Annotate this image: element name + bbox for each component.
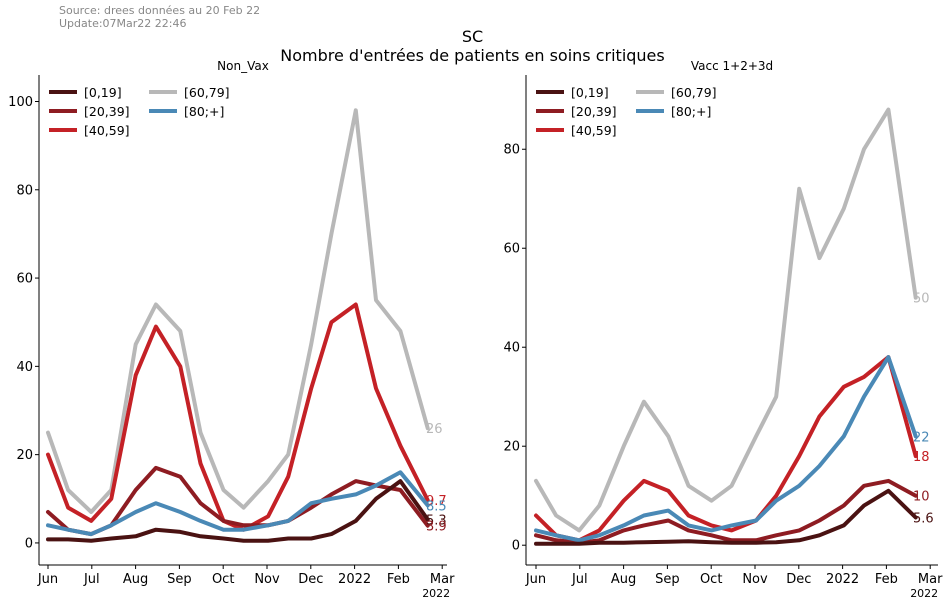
end-label: 22 (913, 430, 930, 445)
x-tick-label: Jun (525, 572, 546, 587)
legend-label: [60,79] (184, 85, 230, 100)
series-line-[0,19] (534, 488, 918, 546)
end-label: 8.5 (426, 499, 447, 514)
y-tick-label: 60 (16, 272, 33, 287)
legend-label: [0,19] (84, 85, 122, 100)
end-label: 9.7 (426, 494, 447, 509)
x-tick-label: Dec (786, 572, 811, 587)
x-tick-label: Jun (37, 572, 58, 587)
x-year-label: 2022 (910, 587, 938, 600)
x-tick-label: Nov (254, 572, 280, 587)
series-line-[0,19] (46, 479, 430, 543)
x-tick-label: Oct (700, 572, 722, 587)
x-tick-label: Mar (918, 572, 943, 587)
y-tick-label: 100 (8, 95, 33, 110)
end-label: 5.6 (913, 511, 934, 526)
series-line-[40,59] (46, 302, 430, 532)
legend-label: [20,39] (84, 104, 130, 119)
y-tick-label: 60 (503, 242, 520, 257)
series-line-[20,39] (534, 478, 918, 545)
end-label: 26 (426, 422, 443, 437)
x-tick-label: Jul (571, 572, 588, 587)
x-year-label: 2022 (422, 587, 450, 600)
x-tick-label: Feb (875, 572, 898, 587)
y-tick-label: 20 (16, 448, 33, 463)
source-note: Source: drees données au 20 Feb 22 Updat… (59, 4, 260, 30)
series-line-[60,79] (534, 107, 918, 533)
x-tick-label: 2022 (826, 572, 859, 587)
source-text: Source: drees données au 20 Feb 22 (59, 4, 261, 17)
update-text: Update:07Mar22 22:46 (59, 17, 187, 30)
x-tick-label: Jul (83, 572, 100, 587)
series-line-[80;+] (534, 355, 918, 543)
y-tick-label: 40 (16, 360, 33, 375)
series-line-[60,79] (46, 108, 430, 514)
x-tick-label: Sep (167, 572, 192, 587)
legend-label: [0,19] (571, 85, 609, 100)
legend-label: [80;+] (671, 104, 711, 119)
x-tick-label: Nov (742, 572, 768, 587)
panel-title: Non_Vax (217, 59, 269, 73)
y-tick-label: 0 (512, 539, 520, 554)
panel-vacc: Vacc 1+2+3d 0 20 40 60 80 Jun Jul Aug Sep Oct Nov De… (503, 59, 943, 600)
x-tick-label: 2022 (338, 572, 371, 587)
x-tick-label: Feb (387, 572, 410, 587)
y-tick-label: 20 (503, 440, 520, 455)
series-line-[80;+] (46, 470, 430, 537)
x-tick-label: Mar (430, 572, 455, 587)
panel-non-vax: Non_Vax 0 20 40 60 80 100 Jun Jul Aug Sep Oct Nov Dec… (8, 59, 455, 600)
end-label: 18 (913, 450, 930, 465)
chart-subtitle: Nombre d'entrées de patients en soins cr… (280, 46, 665, 65)
x-tick-label: Aug (611, 572, 636, 587)
end-label: 3.9 (426, 520, 447, 535)
y-tick-label: 80 (503, 143, 520, 158)
legend-label: [60,79] (671, 85, 717, 100)
end-label: 10 (913, 490, 930, 505)
panel-title: Vacc 1+2+3d (691, 59, 773, 73)
x-tick-label: Dec (298, 572, 323, 587)
legend-label: [20,39] (571, 104, 617, 119)
x-tick-label: Sep (655, 572, 680, 587)
legend-label: [40,59] (571, 123, 617, 138)
legend-label: [40,59] (84, 123, 130, 138)
legend-label: [80;+] (184, 104, 224, 119)
chart-title: SC (461, 27, 484, 46)
x-tick-label: Aug (123, 572, 148, 587)
end-label: 50 (913, 292, 930, 307)
y-tick-label: 80 (16, 183, 33, 198)
y-tick-label: 0 (25, 536, 33, 551)
end-label: 5.3 (426, 514, 447, 529)
x-tick-label: Oct (212, 572, 234, 587)
y-tick-label: 40 (503, 341, 520, 356)
